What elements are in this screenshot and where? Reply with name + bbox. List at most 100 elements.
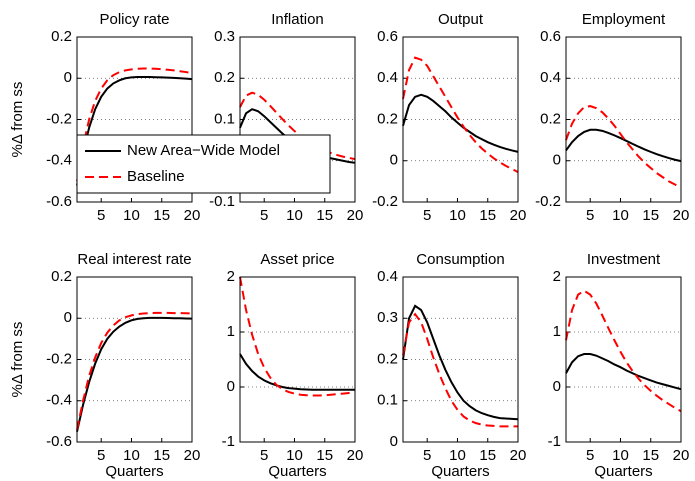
- panel-title: Output: [438, 11, 484, 28]
- plot-lines: [76, 311, 193, 432]
- y-tick-label: 0.2: [51, 28, 72, 45]
- series-line: [402, 304, 519, 421]
- y-tick-label: 0: [390, 152, 398, 169]
- x-tick-label: 15: [642, 447, 659, 464]
- x-axis-label: Quarters: [105, 463, 163, 480]
- x-tick-label: 20: [510, 207, 527, 224]
- axes-frame: [239, 36, 356, 203]
- series-line: [565, 289, 682, 413]
- y-tick-label: 0: [390, 433, 398, 450]
- plot-lines: [402, 56, 519, 173]
- x-tick-label: 10: [286, 207, 303, 224]
- x-tick-label: 10: [123, 207, 140, 224]
- axes-frame: [76, 276, 193, 443]
- y-tick-label: 0.2: [51, 268, 72, 285]
- x-tick-label: 10: [612, 207, 629, 224]
- x-tick-label: 5: [423, 447, 431, 464]
- axes-frame: [565, 36, 682, 203]
- y-tick-label: -0.4: [46, 152, 72, 169]
- plot-lines: [565, 289, 682, 413]
- y-tick-label: 1: [553, 323, 561, 340]
- series-line: [239, 353, 355, 391]
- panel-title: Real interest rate: [77, 251, 191, 268]
- y-tick-label: 0: [64, 69, 72, 86]
- x-tick-label: 20: [347, 447, 364, 464]
- y-tick-label: 0.2: [377, 110, 398, 127]
- x-tick-label: 10: [123, 447, 140, 464]
- x-tick-label: 20: [347, 207, 364, 224]
- y-tick-label: 0.3: [377, 309, 398, 326]
- x-tick-label: 20: [184, 207, 201, 224]
- y-tick-label: 0.2: [377, 350, 398, 367]
- series-line: [402, 93, 519, 153]
- y-axis-label: %Δ from ss: [9, 322, 26, 398]
- series-line: [402, 56, 519, 173]
- panel-title: Policy rate: [99, 11, 169, 28]
- axes-frame: [76, 36, 193, 203]
- y-tick-label: 0.4: [377, 69, 398, 86]
- y-tick-label: -0.2: [372, 193, 398, 210]
- y-tick-label: 0: [64, 309, 72, 326]
- y-tick-label: -0.6: [46, 193, 72, 210]
- y-tick-label: -0.2: [46, 350, 72, 367]
- y-tick-label: 0.6: [377, 28, 398, 45]
- y-tick-label: -0.4: [46, 392, 72, 409]
- x-tick-label: 10: [449, 447, 466, 464]
- x-axis-label: Quarters: [594, 463, 652, 480]
- x-tick-label: 5: [260, 207, 268, 224]
- y-tick-label: 0: [553, 152, 561, 169]
- legend-box: [76, 134, 331, 194]
- series-line: [565, 353, 682, 391]
- x-tick-label: 15: [479, 207, 496, 224]
- x-tick-label: 15: [479, 447, 496, 464]
- x-tick-label: 5: [260, 447, 268, 464]
- y-tick-label: -1: [222, 433, 235, 450]
- y-tick-label: -1: [548, 433, 561, 450]
- y-tick-label: 2: [227, 268, 235, 285]
- axes-frame: [565, 276, 682, 443]
- y-tick-label: -0.6: [46, 433, 72, 450]
- y-axis-label: %Δ from ss: [9, 82, 26, 158]
- y-tick-label: 0.4: [377, 268, 398, 285]
- x-tick-label: 15: [316, 207, 333, 224]
- legend-label: New Area−Wide Model: [127, 142, 280, 159]
- series-line: [239, 276, 356, 397]
- legend: New Area−Wide Model Baseline: [76, 134, 331, 194]
- y-tick-label: 0.2: [214, 69, 235, 86]
- y-tick-label: 0.1: [214, 110, 235, 127]
- x-tick-label: 15: [316, 447, 333, 464]
- series-line: [402, 312, 518, 428]
- x-tick-label: 5: [586, 207, 594, 224]
- panel-title: Inflation: [271, 11, 324, 28]
- series-line: [76, 316, 193, 432]
- x-tick-label: 5: [423, 207, 431, 224]
- x-tick-label: 20: [673, 207, 690, 224]
- axes-frame: [239, 276, 356, 443]
- x-tick-label: 15: [642, 207, 659, 224]
- y-tick-label: 0: [227, 378, 235, 395]
- y-tick-label: 0.2: [540, 110, 561, 127]
- y-tick-label: 0.1: [377, 392, 398, 409]
- y-tick-label: -0.2: [46, 110, 72, 127]
- panel-title: Consumption: [416, 251, 504, 268]
- plot-lines: [402, 304, 519, 428]
- y-tick-label: 0.4: [540, 69, 561, 86]
- x-tick-label: 20: [184, 447, 201, 464]
- series-line: [565, 105, 682, 189]
- x-tick-label: 5: [97, 447, 105, 464]
- x-tick-label: 10: [286, 447, 303, 464]
- panel-title: Asset price: [260, 251, 334, 268]
- x-tick-label: 10: [612, 447, 629, 464]
- plot-lines: [76, 67, 193, 186]
- x-tick-label: 5: [586, 447, 594, 464]
- y-tick-label: -0.2: [535, 193, 561, 210]
- axes-frame: [402, 276, 519, 443]
- y-tick-label: 0: [553, 378, 561, 395]
- series-line: [76, 76, 193, 186]
- x-tick-label: 20: [510, 447, 527, 464]
- y-tick-label: 2: [553, 268, 561, 285]
- y-tick-label: 0.3: [214, 28, 235, 45]
- series-line: [76, 311, 193, 430]
- x-tick-label: 15: [153, 447, 170, 464]
